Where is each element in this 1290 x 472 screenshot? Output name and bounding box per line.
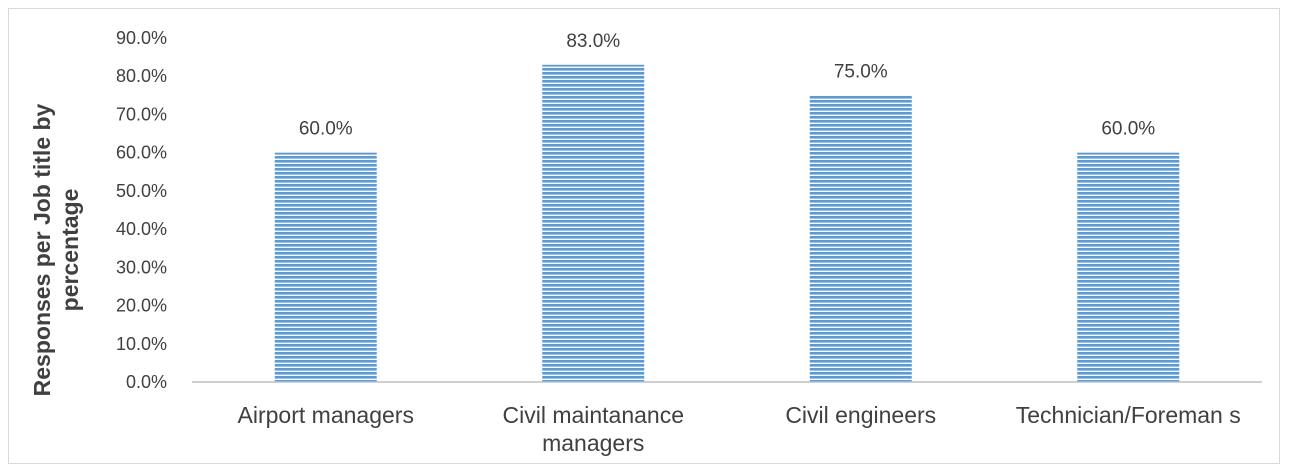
data-label: 75.0% [834,61,888,82]
x-axis-labels: Airport managers Civil maintanance manager… [238,402,1241,456]
x-tick-label-line: Civil engineers [785,402,936,428]
y-tick-label: 20.0% [116,296,167,316]
y-tick-label: 80.0% [116,66,167,86]
data-labels: 60.0% 83.0% 75.0% 60.0% [299,31,1155,140]
y-tick-label: 0.0% [126,372,167,392]
y-axis-title-line: percentage [57,189,83,312]
x-tick-label: Technician/Foreman s [1016,402,1241,428]
y-tick-label: 30.0% [116,257,167,277]
y-tick-label: 40.0% [116,219,167,239]
y-tick-label: 10.0% [116,334,167,354]
y-tick-label: 70.0% [116,104,167,124]
bar [542,64,645,382]
x-tick-label: Civil maintanance managers [502,402,684,456]
y-axis-title-text: Responses per Job title bypercentage [29,103,83,396]
bars [274,64,1180,382]
x-tick-label-line: Civil maintanance [502,402,684,428]
data-label: 60.0% [1101,119,1155,140]
y-tick-label: 60.0% [116,143,167,163]
bar [1077,152,1180,382]
x-tick-label-line: managers [542,430,644,456]
y-axis-title-line: Responses per Job title by [29,103,55,396]
bar [274,152,377,382]
x-tick-label-line: Technician/Foreman s [1016,402,1241,428]
x-tick-label: Civil engineers [785,402,936,428]
y-axis-ticks: 0.0% 10.0% 20.0% 30.0% 40.0% 50.0% 60.0% 70.0% 8… [116,28,167,392]
data-label: 60.0% [299,119,353,140]
bar [809,95,912,382]
y-tick-label: 50.0% [116,181,167,201]
x-tick-label-line: Airport managers [238,402,414,428]
y-tick-label: 90.0% [116,28,167,48]
data-label: 83.0% [566,31,620,52]
y-axis-title: Responses per Job title bypercentage [29,103,83,396]
x-tick-label: Airport managers [238,402,414,428]
